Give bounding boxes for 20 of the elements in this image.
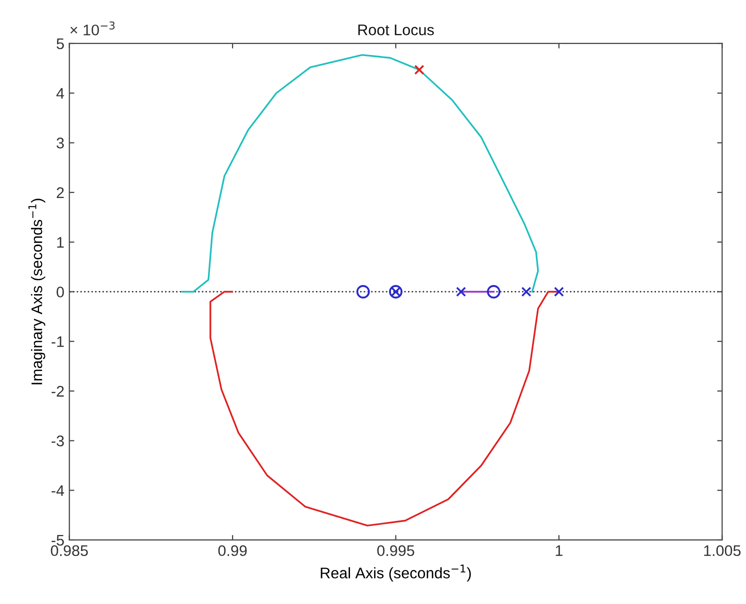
y-tick-label: 0 <box>56 286 64 298</box>
y-tick-label: 3 <box>56 138 64 148</box>
y-tick-label: -2 <box>52 386 64 397</box>
x-axis-title: Real Axis (seconds$^{−1}$) <box>320 564 471 582</box>
y-tick-label: -1 <box>52 336 64 347</box>
y-axis-title: Imaginary Axis (seconds$^{−1}$) <box>28 198 46 384</box>
x-tick-label: 0.985 <box>50 545 88 556</box>
y-tick-label: -5 <box>52 535 64 546</box>
x-tick-label: 0.995 <box>377 545 414 556</box>
y-tick-label: 4 <box>56 88 64 99</box>
y-tick-label: 5 <box>56 38 64 50</box>
y-tick-label: 2 <box>56 187 64 198</box>
y-tick-label: 1 <box>57 237 64 248</box>
x-tick-label: 0.99 <box>218 545 247 556</box>
x-tick-label: 1.005 <box>704 545 741 556</box>
y-tick-label: -3 <box>52 436 64 446</box>
chart-title: Root Locus <box>358 24 434 36</box>
y-tick-label: -4 <box>52 485 64 496</box>
text: × 10$^{−3}$ <box>70 21 115 36</box>
x-tick-label: 1 <box>556 545 562 556</box>
